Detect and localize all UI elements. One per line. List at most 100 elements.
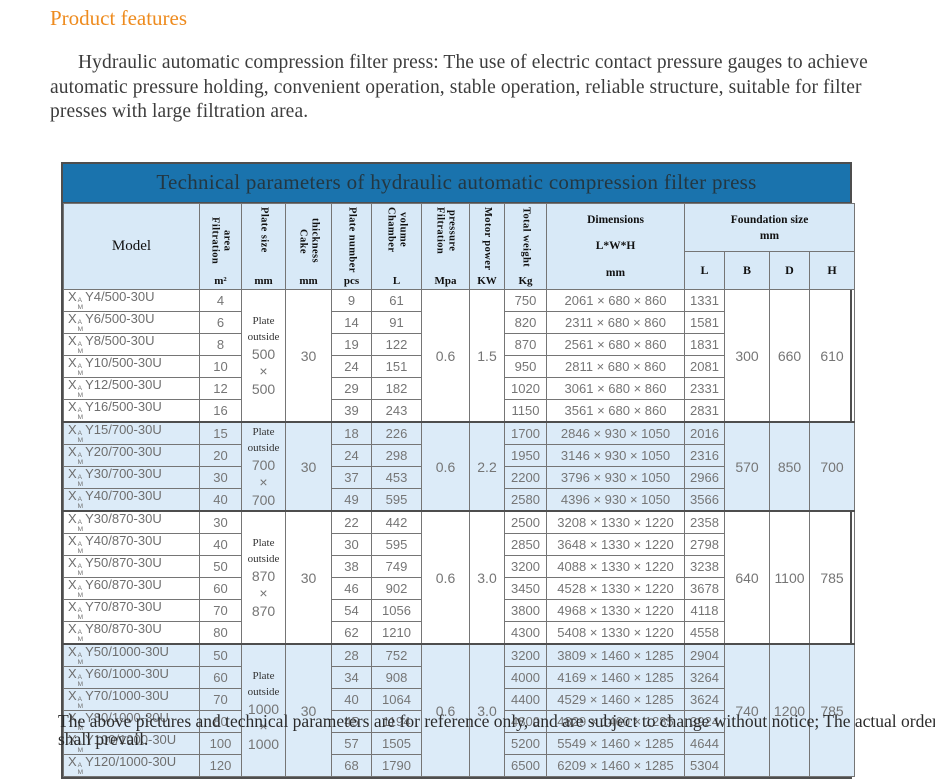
chamber-volume-cell: 453: [371, 466, 422, 489]
model-cell: X A M Y50/1000-30U: [63, 643, 200, 667]
foundation-size-unit: mm: [759, 229, 780, 242]
plate-number-unit: pcs: [343, 275, 360, 287]
foundation-l-cell: 3238: [684, 555, 725, 578]
foundation-l-cell: 4558: [684, 621, 725, 645]
dimensions-cell: 3561 × 680 × 860: [546, 399, 685, 423]
chamber-volume-cell: 902: [371, 577, 422, 600]
total-weight-cell: 2200: [504, 466, 547, 489]
dimensions-cell: 3809 × 1460 × 1285: [546, 643, 685, 667]
filtration-area-cell: 80: [199, 621, 242, 645]
foundation-h-cell: 610: [808, 289, 856, 423]
dimensions-cell: 4396 × 930 × 1050: [546, 488, 685, 512]
total-weight-unit: Kg: [518, 275, 533, 287]
dimensions-cell: 2561 × 680 × 860: [546, 333, 685, 356]
model-cell: X A M Y60/870-30U: [63, 577, 200, 600]
filtration-area-cell: 15: [199, 421, 242, 445]
model-cell: X A M Y60/1000-30U: [63, 666, 200, 689]
filtration-area-cell: 40: [199, 533, 242, 556]
filtration-area-cell: 12: [199, 377, 242, 400]
plate-number-label: Plate number: [346, 207, 358, 273]
model-cell: X A M Y50/870-30U: [63, 555, 200, 578]
cake-thickness-cell: 30: [285, 289, 332, 423]
chamber-volume-cell: 1790: [371, 754, 422, 777]
model-cell: X A M Y30/870-30U: [63, 510, 200, 534]
model-cell: X A M Y120/1000-30U: [63, 754, 200, 777]
filtration-area-cell: 60: [199, 666, 242, 689]
dimensions-cell: 3796 × 930 × 1050: [546, 466, 685, 489]
chamber-volume-cell: 122: [371, 333, 422, 356]
col-header-foundation-b: B: [724, 251, 770, 290]
foundation-l-cell: 2831: [684, 399, 725, 423]
total-weight-cell: 1950: [504, 444, 547, 467]
foundation-h-cell: 700: [808, 421, 856, 512]
total-weight-cell: 1020: [504, 377, 547, 400]
table-body: X A M Y4/500-30U 4 Plate outside 500 × 500 30 9 61 0.…: [63, 289, 856, 777]
filtration-area-cell: 70: [199, 688, 242, 711]
total-weight-cell: 2850: [504, 533, 547, 556]
foundation-d-cell: 850: [769, 421, 810, 512]
model-cell: X A M Y40/700-30U: [63, 488, 200, 512]
filtration-pressure-cell: 0.6: [421, 510, 470, 645]
spec-table: Technical parameters of hydraulic automa…: [61, 162, 856, 779]
page-title: Product features: [50, 6, 188, 30]
dimensions-cell: 3146 × 930 × 1050: [546, 444, 685, 467]
chamber-volume-cell: 1064: [371, 688, 422, 711]
total-weight-cell: 3200: [504, 643, 547, 667]
foundation-b-cell: 570: [724, 421, 770, 512]
foundation-l-cell: 3624: [684, 688, 725, 711]
filtration-area-cell: 120: [199, 754, 242, 777]
filtration-pressure-cell: 0.6: [421, 421, 470, 512]
col-header-cake-thickness: Cake thickness mm: [285, 203, 332, 290]
foundation-l-cell: 2358: [684, 510, 725, 534]
model-cell: X A M Y4/500-30U: [63, 289, 200, 312]
plate-number-cell: 49: [331, 488, 372, 512]
plate-number-cell: 38: [331, 555, 372, 578]
total-weight-cell: 4800: [504, 710, 547, 733]
cake-thickness-label: Cake thickness: [297, 218, 321, 264]
plate-number-cell: 37: [331, 466, 372, 489]
dimensions-cell: 2846 × 930 × 1050: [546, 421, 685, 445]
plate-size-cell: Plate outside 700 × 700: [241, 421, 286, 512]
plate-number-cell: 22: [331, 510, 372, 534]
model-cell: X A M Y10/500-30U: [63, 355, 200, 378]
model-cell: X A M Y70/870-30U: [63, 599, 200, 622]
filtration-area-cell: 20: [199, 444, 242, 467]
total-weight-cell: 950: [504, 355, 547, 378]
dimensions-cell: 3061 × 680 × 860: [546, 377, 685, 400]
chamber-volume-cell: 243: [371, 399, 422, 423]
total-weight-cell: 2580: [504, 488, 547, 512]
col-header-dimensions: Dimensions L*W*H mm: [546, 203, 685, 290]
chamber-volume-cell: 908: [371, 666, 422, 689]
col-header-total-weight: Total weight Kg: [504, 203, 547, 290]
dimensions-cell: 4169 × 1460 × 1285: [546, 666, 685, 689]
table-title: Technical parameters of hydraulic automa…: [63, 164, 850, 203]
model-cell: X A M Y70/1000-30U: [63, 688, 200, 711]
col-header-plate-size: Plate size mm: [241, 203, 286, 290]
dimensions-unit: mm: [605, 267, 626, 280]
filtration-area-cell: 16: [199, 399, 242, 423]
foundation-l-cell: 1331: [684, 289, 725, 312]
total-weight-cell: 3800: [504, 599, 547, 622]
total-weight-cell: 750: [504, 289, 547, 312]
filtration-pressure-cell: 0.6: [421, 289, 470, 423]
cake-thickness-cell: 30: [285, 510, 332, 645]
foundation-l-cell: 5304: [684, 754, 725, 777]
filtration-area-cell: 8: [199, 333, 242, 356]
foundation-d-cell: 660: [769, 289, 810, 423]
total-weight-cell: 1700: [504, 421, 547, 445]
foundation-l-cell: 2904: [684, 643, 725, 667]
chamber-volume-cell: 151: [371, 355, 422, 378]
plate-number-cell: 24: [331, 444, 372, 467]
foundation-l-cell: 2081: [684, 355, 725, 378]
plate-number-cell: 19: [331, 333, 372, 356]
foundation-l-cell: 1831: [684, 333, 725, 356]
